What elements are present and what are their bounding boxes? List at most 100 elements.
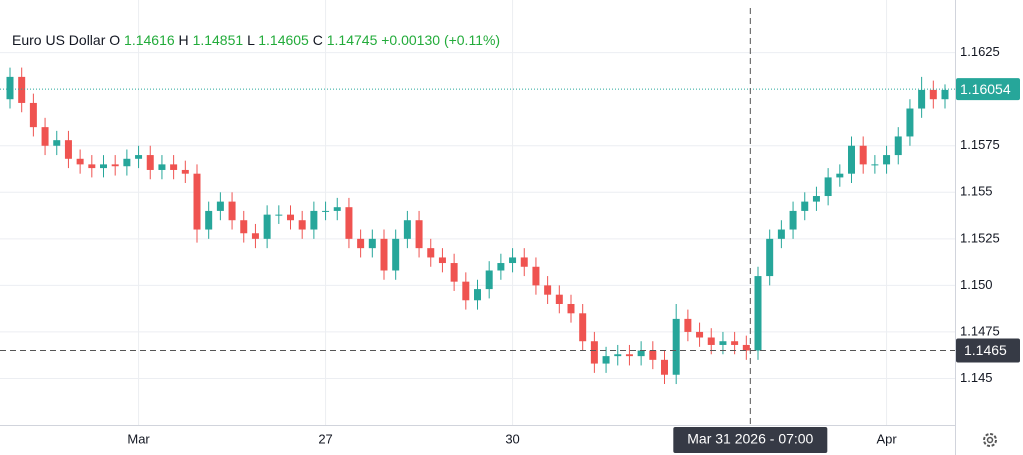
candle-body [707,337,715,345]
settings-icon[interactable] [983,433,997,447]
crosshair-y-box [956,338,1020,363]
header-item: 1.14616 [124,32,175,48]
last-price-box [956,78,1020,101]
y-tick-label: 1.1525 [960,230,1000,245]
candle-body [859,145,867,165]
candle-body [146,155,154,170]
candle-body [298,220,306,230]
x-tick-label: Mar [127,431,150,446]
y-tick-label: 1.155 [960,184,993,199]
x-tick-label: Apr [876,431,897,446]
candle-body [322,210,330,212]
candle-body [520,257,528,267]
candle-body [848,145,855,174]
candle-body [380,238,388,271]
candle-body [216,201,224,211]
x-tick-label: 27 [318,431,332,446]
candle-body [123,158,131,167]
last-price-label: 1.16054 [960,81,1011,97]
candle-body [438,257,446,264]
candle-body [672,318,680,375]
y-tick-label: 1.1475 [960,323,1000,338]
candle-body [883,155,891,165]
candle-body [251,233,259,239]
candle-body [649,350,657,360]
candle-body [777,229,785,239]
candle-body [357,238,365,249]
candle-body [906,108,914,137]
y-tick-label: 1.1625 [960,44,1000,59]
candle-body [731,341,739,345]
y-tick-label: 1.1575 [960,137,1000,152]
candle-body [474,289,481,301]
candle-body [310,210,318,230]
candle-body [929,89,937,100]
candle-body [871,164,879,166]
header-item: 1.14745 [327,32,378,48]
candle-body [41,127,49,146]
crosshair-x-box [673,427,828,453]
candle-body [240,220,248,234]
candle-body [555,294,563,304]
candle-body [135,155,143,159]
crosshair-y-label: 1.1465 [964,342,1007,358]
candle-body [158,164,166,170]
candle-body [392,238,400,271]
candle-body [836,173,844,178]
header-item: Euro US Dollar [12,32,106,48]
header-item: L [247,32,255,48]
header-item: C [313,32,323,48]
candle-body [812,196,820,202]
candle-body [509,257,517,264]
gear-hole[interactable] [986,436,994,444]
crosshair-x-label: Mar 31 2026 - 07:00 [687,431,813,447]
candle-body [918,89,926,109]
candle-body [894,136,902,156]
candle-body [88,164,96,169]
candle-body [696,331,704,338]
candle-body [18,76,26,103]
header-item: 1.14851 [193,32,244,48]
candle-body [205,210,213,230]
candle-body [193,173,201,230]
candle-body [766,238,774,277]
candle-body [602,356,610,364]
y-tick-label: 1.150 [960,277,993,292]
candle-body [532,266,540,286]
candle-body [333,207,341,211]
candle-body [287,214,294,221]
candle-body [228,201,236,221]
candle-body [170,164,178,170]
candle-body [941,89,949,100]
candle-body [625,354,633,357]
candle-body [263,214,271,239]
candle-body [637,350,645,357]
candle-body [754,276,762,351]
candle-body [415,220,423,249]
candle-body [567,303,575,314]
candle-body [111,164,119,167]
candle-body [64,140,72,159]
header: Euro US Dollar O 1.14616 H 1.14851 L 1.1… [12,32,500,48]
candle-body [76,158,84,165]
candle-body [742,344,750,351]
candle-body [403,220,411,239]
candle-body [345,207,353,239]
candle-body [485,270,493,290]
candle-body [719,341,727,345]
overlay: 1.16054 1.1465 Mar 31 2026 - 07:00 [0,8,1020,453]
gear[interactable] [983,433,997,447]
candle-body [368,238,376,249]
header-item: (+0.11%) [444,32,500,48]
candle-body [427,248,435,258]
candle-body [614,354,622,357]
candle-body [590,341,598,364]
candle-body [6,76,14,100]
header-item: H [179,32,189,48]
candle-body [789,210,797,230]
candle-body [29,102,37,128]
candle-body [661,359,668,375]
candle-body [579,313,587,342]
